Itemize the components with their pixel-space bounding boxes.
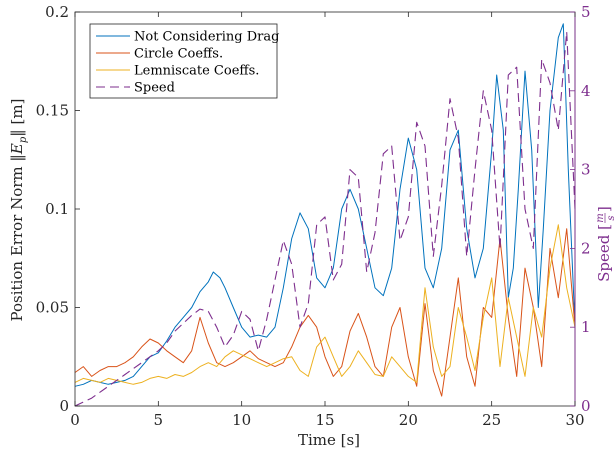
- x-tick-label: 15: [315, 411, 334, 429]
- x-axis-ticks: 0 5 10 15 20 25 30: [70, 12, 585, 429]
- x-axis-label: Time [s]: [298, 431, 360, 449]
- legend-label-1: Not Considering Drag: [134, 30, 279, 45]
- series-line-1: [74, 23, 576, 387]
- x-tick-label: 20: [399, 411, 418, 429]
- left-y-axis-label-subscript: p: [18, 136, 29, 143]
- series-line-3: [74, 224, 576, 385]
- right-y-axis-label-close: ]: [595, 206, 613, 212]
- right-y-axis-ticks: 0 1 2 3 4 5: [570, 3, 591, 415]
- left-y-tick-label: 0.15: [36, 102, 69, 120]
- x-tick-label: 5: [154, 411, 164, 429]
- series-line-4: [74, 31, 576, 407]
- left-y-tick-label: 0.1: [45, 200, 69, 218]
- series-line-2: [74, 228, 576, 397]
- right-y-axis-label-denominator: s: [606, 215, 616, 220]
- x-tick-label: 25: [482, 411, 501, 429]
- left-y-tick-label: 0.05: [36, 299, 69, 317]
- x-tick-label: 0: [70, 411, 80, 429]
- right-y-axis-label-prefix: Speed [: [595, 224, 613, 282]
- right-y-tick-label: 0: [581, 397, 591, 415]
- right-y-axis-label: Speed [ m s ]: [595, 206, 616, 282]
- left-y-tick-label: 0: [59, 397, 69, 415]
- right-y-tick-label: 2: [581, 239, 591, 257]
- x-tick-label: 30: [565, 411, 584, 429]
- legend-label-2: Circle Coeffs.: [134, 47, 223, 62]
- legend-label-4: Speed: [134, 81, 175, 96]
- right-y-tick-label: 1: [581, 318, 591, 336]
- left-y-axis-label-open-bars: ‖: [8, 154, 26, 162]
- legend-items: Not Considering Drag Circle Coeffs. Lemnis…: [96, 30, 279, 96]
- left-y-axis-ticks: 0 0.05 0.1 0.15 0.2: [36, 3, 80, 415]
- series-layer: [74, 23, 576, 407]
- left-y-axis-label-prefix: Position Error Norm: [8, 162, 26, 322]
- left-y-tick-label: 0.2: [45, 3, 69, 21]
- left-y-axis-label: Position Error Norm ‖Ep‖ [m]: [8, 99, 29, 322]
- right-y-tick-label: 4: [581, 82, 591, 100]
- right-y-tick-label: 5: [581, 3, 591, 21]
- left-y-axis-label-unit: [m]: [8, 99, 26, 130]
- left-y-axis-label-symbol: E: [8, 143, 26, 155]
- left-y-axis-label-close-bars: ‖: [8, 129, 26, 137]
- legend-label-3: Lemniscate Coeffs.: [134, 64, 259, 79]
- x-tick-label: 10: [232, 411, 251, 429]
- right-y-axis-label-numerator: m: [595, 213, 606, 222]
- right-y-tick-label: 3: [581, 161, 591, 179]
- legend: Not Considering Drag Circle Coeffs. Lemnis…: [89, 23, 279, 99]
